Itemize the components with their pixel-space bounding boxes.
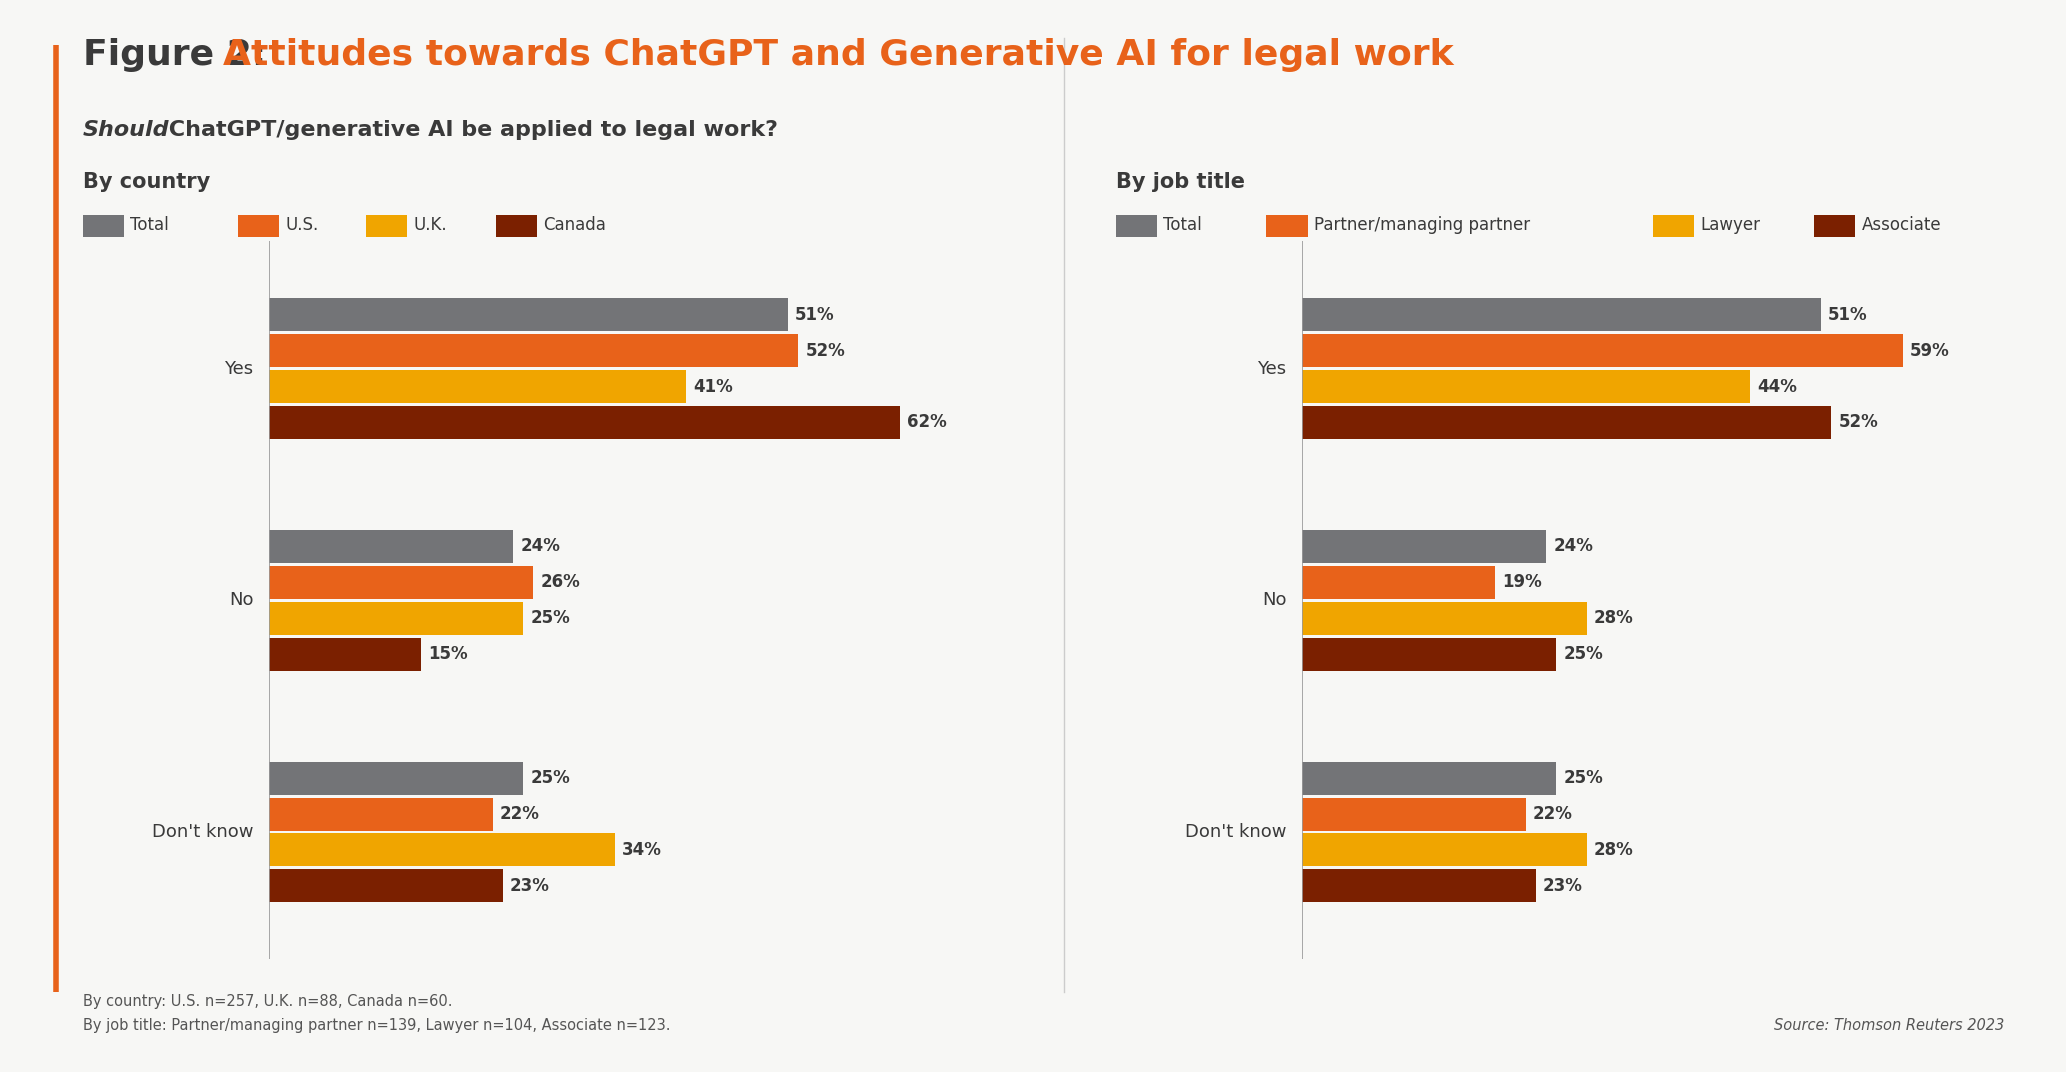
Text: 22%: 22%	[1533, 805, 1572, 823]
Text: 44%: 44%	[1756, 377, 1797, 396]
Text: Partner/managing partner: Partner/managing partner	[1314, 217, 1531, 234]
Text: 34%: 34%	[622, 840, 661, 859]
Bar	[269, 601, 523, 635]
Bar	[269, 638, 421, 671]
Text: Lawyer: Lawyer	[1700, 217, 1760, 234]
Text: U.K.: U.K.	[413, 217, 446, 234]
Bar	[269, 761, 523, 794]
Text: 41%: 41%	[694, 377, 733, 396]
Text: Source: Thomson Reuters 2023: Source: Thomson Reuters 2023	[1775, 1018, 2004, 1033]
Text: Figure 2:: Figure 2:	[83, 38, 279, 72]
Text: 26%: 26%	[541, 574, 581, 592]
Bar	[1302, 798, 1525, 831]
Text: 25%: 25%	[531, 609, 570, 627]
Text: 59%: 59%	[1909, 342, 1950, 360]
Bar	[1302, 601, 1587, 635]
Bar	[1302, 869, 1535, 903]
Text: No: No	[229, 592, 254, 609]
Text: 25%: 25%	[1564, 645, 1603, 664]
Text: Yes: Yes	[1258, 359, 1287, 377]
Bar	[269, 566, 533, 599]
Text: U.S.: U.S.	[285, 217, 318, 234]
Bar	[269, 530, 512, 563]
Bar	[1302, 370, 1750, 403]
Bar	[1302, 406, 1830, 440]
Text: 51%: 51%	[795, 306, 835, 324]
Bar	[1302, 761, 1556, 794]
Text: 62%: 62%	[907, 414, 946, 432]
Text: 24%: 24%	[1554, 537, 1593, 555]
Text: 24%: 24%	[521, 537, 560, 555]
Bar	[269, 833, 616, 866]
Bar	[269, 869, 502, 903]
Text: By job title: Partner/managing partner n=139, Lawyer n=104, Associate n=123.: By job title: Partner/managing partner n…	[83, 1018, 669, 1033]
Text: 23%: 23%	[510, 877, 550, 895]
Text: Don't know: Don't know	[151, 823, 254, 842]
Bar	[1302, 566, 1496, 599]
Bar	[269, 370, 686, 403]
Text: Associate: Associate	[1861, 217, 1942, 234]
Text: Yes: Yes	[225, 359, 254, 377]
Text: Canada: Canada	[543, 217, 605, 234]
Text: No: No	[1262, 592, 1287, 609]
Bar	[1302, 298, 1820, 331]
Text: Attitudes towards ChatGPT and Generative AI for legal work: Attitudes towards ChatGPT and Generative…	[223, 38, 1454, 72]
Text: By country: U.S. n=257, U.K. n=88, Canada n=60.: By country: U.S. n=257, U.K. n=88, Canad…	[83, 994, 452, 1009]
Text: By job title: By job title	[1116, 172, 1244, 192]
Text: 28%: 28%	[1595, 609, 1634, 627]
Bar	[1302, 530, 1545, 563]
Text: Total: Total	[130, 217, 169, 234]
Text: 25%: 25%	[531, 769, 570, 787]
Text: 15%: 15%	[428, 645, 469, 664]
Text: 52%: 52%	[806, 342, 845, 360]
Text: 28%: 28%	[1595, 840, 1634, 859]
Text: By country: By country	[83, 172, 211, 192]
Bar	[1302, 334, 1903, 368]
Text: ChatGPT/generative AI be applied to legal work?: ChatGPT/generative AI be applied to lega…	[161, 120, 779, 140]
Text: Don't know: Don't know	[1184, 823, 1287, 842]
Bar	[269, 406, 901, 440]
Bar	[269, 298, 787, 331]
Bar	[269, 798, 492, 831]
Text: 23%: 23%	[1543, 877, 1583, 895]
Text: Should: Should	[83, 120, 169, 140]
Text: 19%: 19%	[1502, 574, 1541, 592]
Bar	[269, 334, 797, 368]
Bar	[1302, 638, 1556, 671]
Text: 52%: 52%	[1839, 414, 1878, 432]
Text: 25%: 25%	[1564, 769, 1603, 787]
Text: 22%: 22%	[500, 805, 539, 823]
Bar	[1302, 833, 1587, 866]
Text: 51%: 51%	[1828, 306, 1868, 324]
Text: Total: Total	[1163, 217, 1202, 234]
